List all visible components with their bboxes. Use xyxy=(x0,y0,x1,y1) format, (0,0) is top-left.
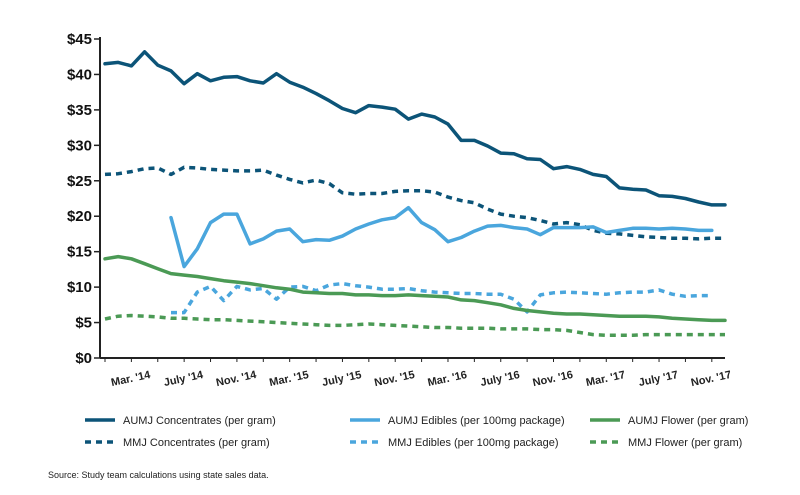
y-tick-label: $30 xyxy=(67,137,92,154)
legend: AUMJ Concentrates (per gram) AUMJ Edibles… xyxy=(85,415,748,449)
legend-label-4: MMJ Edibles (per 100mg package) xyxy=(388,437,559,449)
x-tick-label: Nov. '15 xyxy=(373,369,416,389)
y-tick-label: $45 xyxy=(67,31,92,48)
y-tick-label: $20 xyxy=(67,208,92,225)
x-tick-label: Mar. '17 xyxy=(585,369,627,389)
x-tick-label: Nov. '14 xyxy=(215,369,258,389)
y-axis: $0 $5 $10 $15 $20 $25 $30 $35 $40 $45 xyxy=(67,31,101,367)
x-tick-label: Nov. '16 xyxy=(532,369,575,389)
y-tick-label: $5 xyxy=(75,315,92,332)
y-tick-label: $0 xyxy=(75,350,92,367)
x-tick-label: July '15 xyxy=(321,369,363,389)
series-line-5 xyxy=(103,254,727,323)
x-tick-label: Mar. '15 xyxy=(268,369,310,389)
source-note: Source: Study team calculations using st… xyxy=(48,470,269,480)
series-lines xyxy=(103,50,727,338)
y-tick-label: $10 xyxy=(67,279,92,296)
y-tick-label: $40 xyxy=(67,66,92,83)
legend-label-3: AUMJ Edibles (per 100mg package) xyxy=(388,415,565,427)
series-line-4 xyxy=(171,281,712,315)
x-tick-label: July '14 xyxy=(163,369,205,389)
series-line-2 xyxy=(104,165,725,241)
legend-label-6: MMJ Flower (per gram) xyxy=(628,437,742,449)
series-line-3 xyxy=(169,205,714,269)
series-line-6 xyxy=(104,313,725,338)
y-tick-label: $15 xyxy=(67,244,92,261)
y-tick-label: $25 xyxy=(67,173,92,190)
x-axis: Mar. '14 July '14 Nov. '14 Mar. '15 July '15… xyxy=(100,357,733,389)
y-tick-label: $35 xyxy=(67,102,92,119)
x-tick-label: Mar. '14 xyxy=(110,369,152,389)
legend-label-1: AUMJ Concentrates (per gram) xyxy=(123,415,276,427)
x-tick-label: July '16 xyxy=(479,369,521,389)
legend-label-2: MMJ Concentrates (per gram) xyxy=(123,437,270,449)
x-tick-label: July '17 xyxy=(638,369,680,389)
legend-label-5: AUMJ Flower (per gram) xyxy=(628,415,748,427)
x-tick-label: Nov. '17 xyxy=(690,369,733,389)
x-tick-label: Mar. '16 xyxy=(427,369,469,389)
series-line-1 xyxy=(103,50,727,207)
